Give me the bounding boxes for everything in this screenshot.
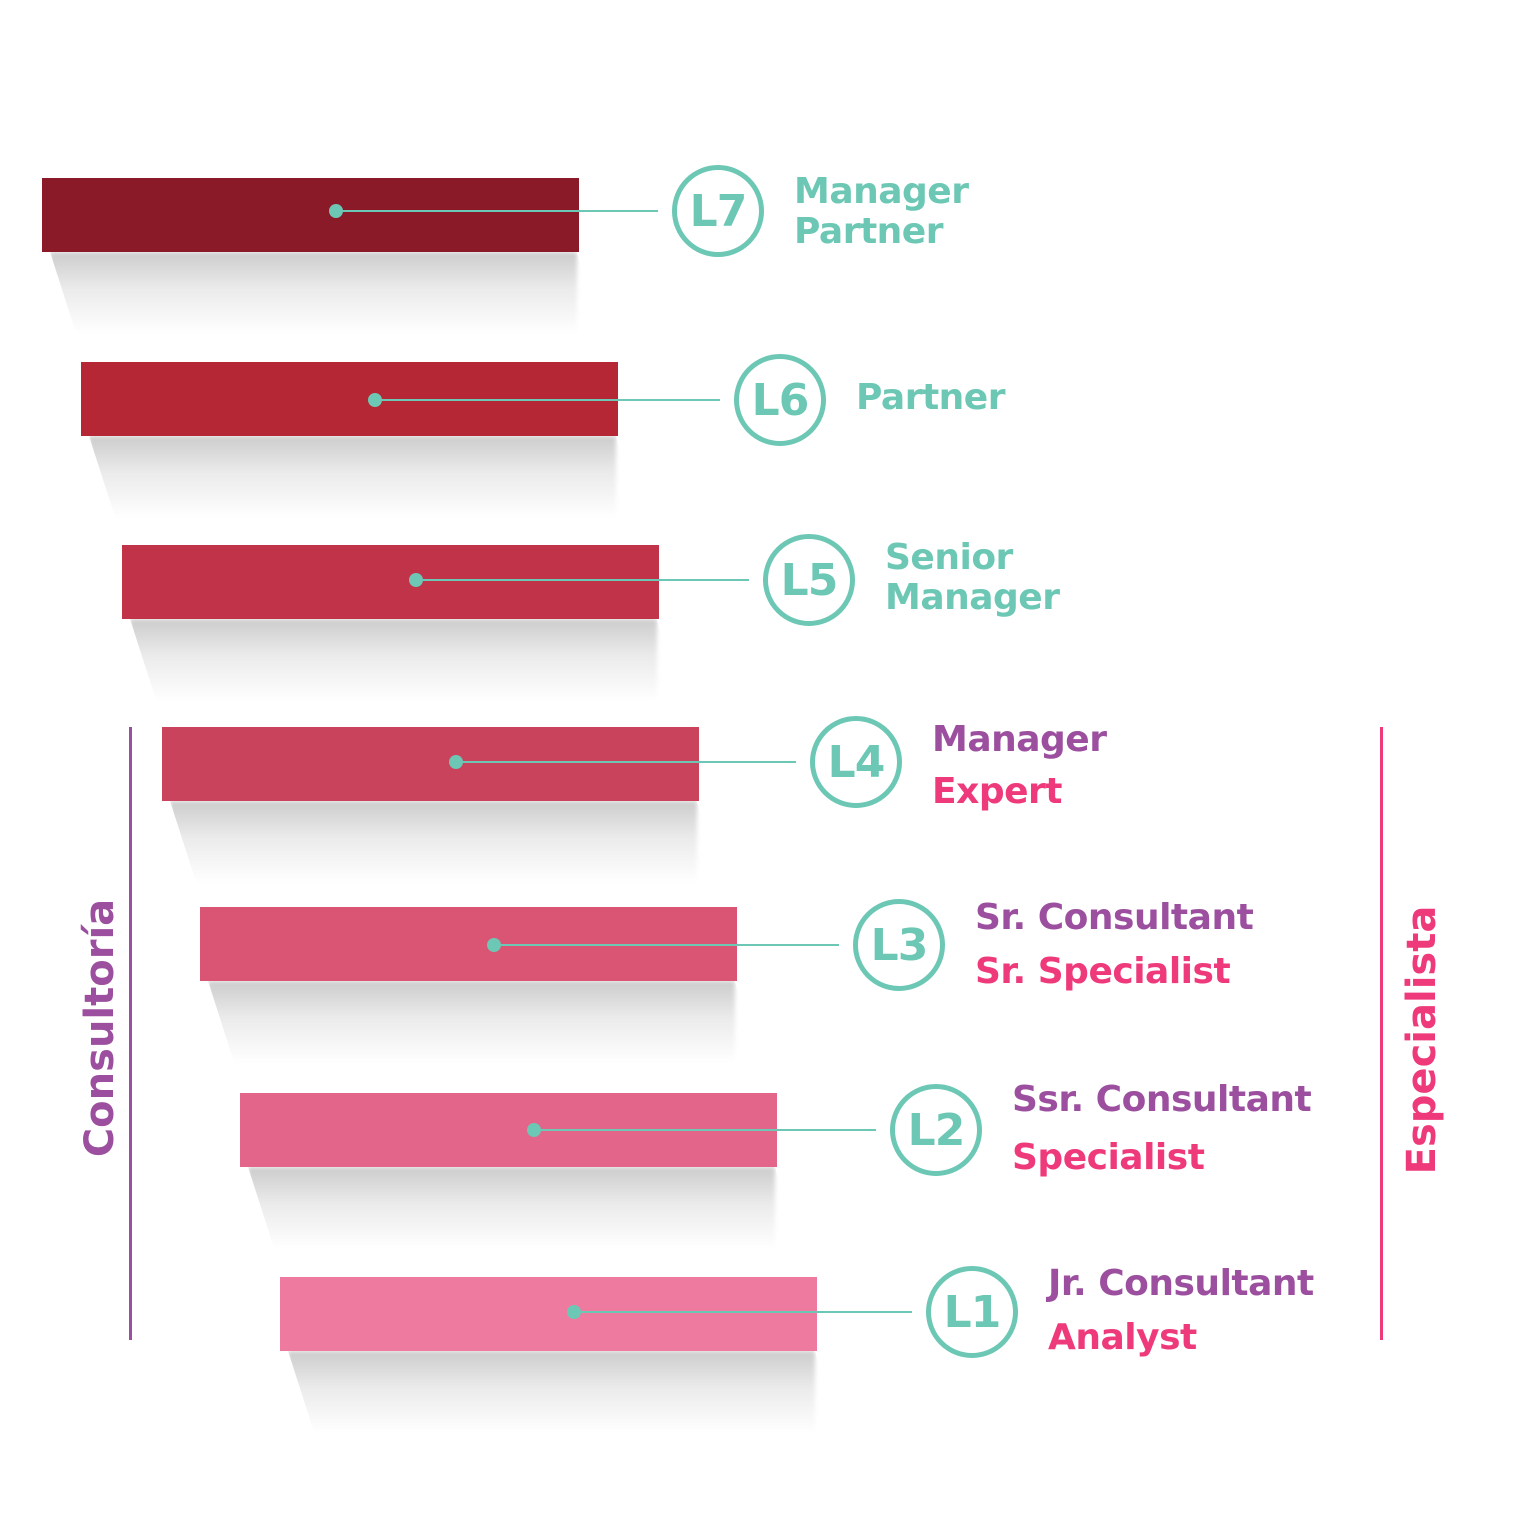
level-badge-text: L6 bbox=[751, 374, 810, 426]
level-badge-text: L5 bbox=[780, 554, 839, 606]
bar-shadow bbox=[208, 981, 735, 1063]
connector-dot bbox=[409, 573, 423, 587]
level-badge: L1 bbox=[926, 1266, 1018, 1358]
role-title: Jr. Consultant bbox=[1048, 1263, 1314, 1304]
role-title: Analyst bbox=[1048, 1317, 1197, 1358]
level-badge: L3 bbox=[853, 899, 945, 991]
connector-line bbox=[456, 761, 796, 763]
role-title: Partner bbox=[856, 377, 1005, 418]
role-title: Sr. Consultant bbox=[975, 897, 1254, 938]
especialista-track-line bbox=[1380, 727, 1383, 1340]
role-title: Manager bbox=[885, 577, 1060, 618]
bar-shadow bbox=[170, 801, 697, 883]
level-badge-text: L2 bbox=[907, 1104, 966, 1156]
bar-shadow bbox=[248, 1167, 775, 1249]
connector-dot bbox=[527, 1123, 541, 1137]
connector-line bbox=[494, 944, 839, 946]
connector-dot bbox=[567, 1305, 581, 1319]
level-badge: L4 bbox=[810, 716, 902, 808]
connector-line bbox=[336, 210, 658, 212]
bar-shadow bbox=[50, 252, 577, 334]
connector-dot bbox=[368, 393, 382, 407]
level-bar-l1 bbox=[280, 1277, 817, 1351]
level-badge-text: L4 bbox=[827, 736, 886, 788]
role-title: Specialist bbox=[1012, 1137, 1205, 1178]
connector-line bbox=[416, 579, 749, 581]
role-title: Manager bbox=[794, 171, 969, 212]
consultoria-track-line bbox=[129, 727, 132, 1340]
level-bar-l7 bbox=[42, 178, 579, 252]
role-title: Senior bbox=[885, 537, 1013, 578]
level-bar-l4 bbox=[162, 727, 699, 801]
connector-line bbox=[574, 1311, 912, 1313]
level-badge: L5 bbox=[763, 534, 855, 626]
bar-shadow bbox=[130, 619, 657, 701]
connector-dot bbox=[329, 204, 343, 218]
role-title: Partner bbox=[794, 211, 943, 252]
role-title: Expert bbox=[932, 771, 1062, 812]
level-badge: L7 bbox=[672, 165, 764, 257]
level-badge-text: L3 bbox=[870, 919, 929, 971]
connector-line bbox=[375, 399, 720, 401]
bar-shadow bbox=[89, 436, 616, 518]
level-badge: L2 bbox=[890, 1084, 982, 1176]
role-title: Manager bbox=[932, 719, 1107, 760]
connector-line bbox=[534, 1129, 876, 1131]
connector-dot bbox=[449, 755, 463, 769]
consultoria-track-label: Consultoría bbox=[77, 898, 123, 1158]
level-badge: L6 bbox=[734, 354, 826, 446]
especialista-track-label: Especialista bbox=[1399, 905, 1445, 1175]
connector-dot bbox=[487, 938, 501, 952]
level-badge-text: L7 bbox=[689, 185, 748, 237]
bar-shadow bbox=[288, 1351, 815, 1433]
role-title: Sr. Specialist bbox=[975, 951, 1231, 992]
level-bar-l5 bbox=[122, 545, 659, 619]
role-title: Ssr. Consultant bbox=[1012, 1079, 1312, 1120]
level-badge-text: L1 bbox=[943, 1286, 1002, 1338]
